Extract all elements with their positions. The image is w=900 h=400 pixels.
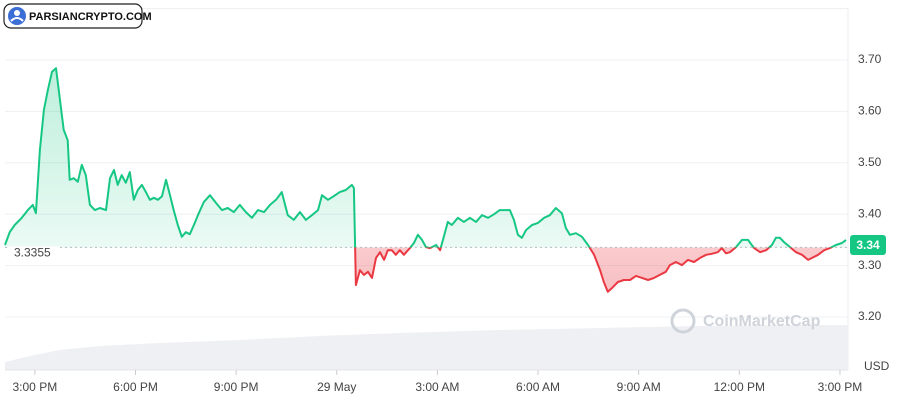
y-tick-label: 3.50 xyxy=(858,155,882,169)
x-tick-label: 3:00 AM xyxy=(415,380,459,394)
y-tick-label: 3.30 xyxy=(858,258,882,272)
watermark-text: CoinMarketCap xyxy=(703,313,821,330)
x-tick-label: 3:00 PM xyxy=(13,380,58,394)
x-tick-label: 9:00 AM xyxy=(617,380,661,394)
x-tick-label: 6:00 AM xyxy=(516,380,560,394)
watermark: CoinMarketCap xyxy=(670,308,821,334)
y-tick-label: 3.70 xyxy=(858,52,882,66)
current-price-badge xyxy=(850,235,886,256)
logo: PARSIANCRYPTO.COM xyxy=(3,3,152,29)
x-tick-label: 29 May xyxy=(317,380,356,394)
y-axis-label: USD xyxy=(864,359,890,373)
x-tick-label: 12:00 PM xyxy=(714,380,765,394)
logo-text: PARSIANCRYPTO.COM xyxy=(29,11,152,23)
x-tick-label: 6:00 PM xyxy=(113,380,158,394)
price-line xyxy=(4,67,847,293)
x-tick-label: 3:00 PM xyxy=(818,380,863,394)
x-tick-label: 9:00 PM xyxy=(214,380,259,394)
area-down xyxy=(5,247,846,292)
y-tick-label: 3.60 xyxy=(858,104,882,118)
y-tick-label: 3.20 xyxy=(858,309,882,323)
y-tick-label: 3.40 xyxy=(858,206,882,220)
current-price-label: 3.34 xyxy=(856,238,880,252)
baseline-label: 3.3355 xyxy=(14,246,51,260)
volume-area xyxy=(5,325,848,370)
baseline-label-bg xyxy=(8,246,60,261)
